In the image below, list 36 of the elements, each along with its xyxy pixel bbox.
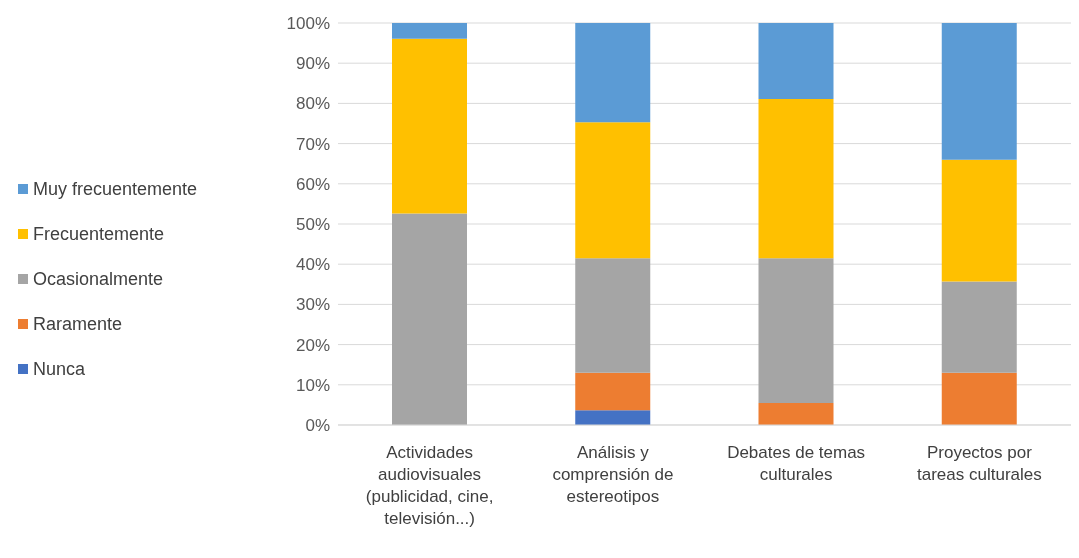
bar — [941, 23, 1017, 160]
y-tick-label: 10% — [295, 375, 330, 395]
bar — [575, 372, 651, 411]
y-tick-label: 40% — [295, 255, 330, 275]
bar — [392, 23, 467, 39]
x-tick-label: Proyectos por tareas culturales — [917, 443, 1042, 485]
y-tick-label: 20% — [295, 335, 330, 355]
bar — [758, 258, 834, 403]
bar — [941, 159, 1017, 282]
bar — [941, 372, 1017, 425]
x-tick-label: Actividades audiovisuales (publicidad, cine, televisión...) — [365, 443, 494, 529]
x-tick-label: Debates de temas culturales — [727, 443, 866, 485]
y-tick-label: 60% — [295, 174, 330, 194]
y-tick-label: 80% — [295, 94, 330, 114]
legend-label: Raramente — [33, 313, 123, 335]
x-tick-label: Análisis y comprensión de estereotipos — [552, 443, 674, 507]
bar — [941, 281, 1017, 373]
y-tick-label: 50% — [295, 215, 330, 235]
bar — [758, 23, 834, 99]
legend-label: Nunca — [33, 358, 86, 380]
y-tick-label: 0% — [305, 416, 330, 436]
bar — [392, 38, 467, 214]
legend-label: Frecuentemente — [33, 223, 165, 245]
bar — [575, 258, 651, 373]
y-tick-label: 70% — [295, 134, 330, 154]
bar — [758, 98, 834, 259]
y-tick-label: 30% — [295, 295, 330, 315]
legend-label: Ocasionalmente — [33, 268, 164, 290]
bar — [575, 122, 651, 259]
bar — [392, 213, 467, 425]
y-tick-label: 90% — [295, 54, 330, 74]
bar — [575, 410, 651, 425]
legend-label: Muy frecuentemente — [33, 178, 198, 200]
bar — [758, 402, 834, 425]
bar — [575, 23, 651, 123]
y-tick-label: 100% — [286, 14, 330, 34]
